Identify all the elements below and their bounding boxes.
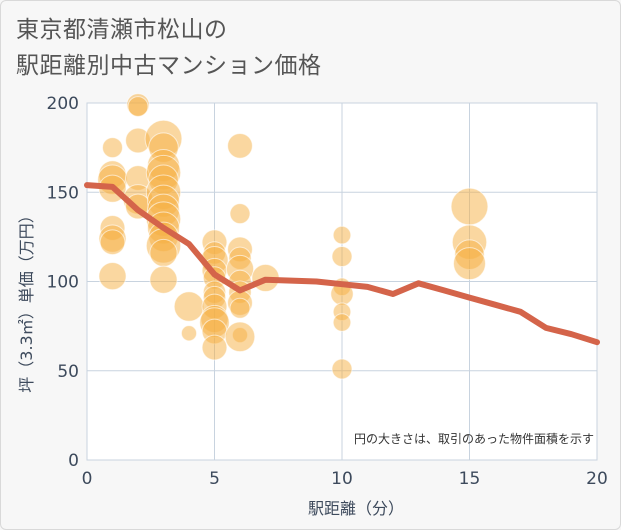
bubble-point	[227, 132, 253, 159]
bubble-point	[331, 246, 353, 268]
bubble-point	[98, 262, 127, 291]
bubble-point	[224, 321, 256, 353]
x-axis-ticks: 0 5 10 15 20	[82, 469, 608, 489]
bubble-point	[229, 203, 251, 225]
bubble-point	[180, 325, 198, 342]
bubble-point	[99, 229, 126, 256]
y-axis-title: 坪（3.3㎡）単価（万円）	[17, 207, 36, 392]
y-tick-label: 200	[47, 94, 79, 114]
x-axis-title: 駅距離（分）	[308, 499, 404, 518]
bubble-point	[127, 96, 149, 118]
bubble-point	[453, 247, 486, 281]
bubble-point	[331, 358, 353, 380]
chart-title: 東京都清瀬市松山の 駅距離別中古マンション価格	[16, 12, 322, 84]
bubble-point	[201, 334, 228, 361]
bubble-point	[332, 225, 352, 245]
y-tick-label: 100	[47, 273, 79, 293]
chart-title-line1: 東京都清瀬市松山の	[16, 17, 228, 43]
chart-title-line2: 駅距離別中古マンション価格	[16, 53, 322, 79]
bubble-point	[102, 137, 123, 159]
bubble-point	[149, 265, 178, 294]
y-axis-ticks: 0 50 100 150 200	[47, 94, 79, 471]
size-note: 円の大きさは、取引のあった物件面積を示す	[354, 431, 594, 446]
y-tick-label: 0	[68, 451, 79, 471]
x-tick-label: 0	[82, 469, 93, 489]
x-tick-label: 10	[331, 469, 353, 489]
grid-lines	[86, 102, 598, 461]
y-tick-label: 50	[57, 362, 79, 382]
y-tick-label: 150	[47, 183, 79, 203]
bubble-point	[332, 313, 352, 332]
bubble-series	[97, 93, 489, 380]
bubble-point	[149, 238, 178, 268]
x-tick-label: 5	[209, 469, 220, 489]
average-price-line	[84, 182, 600, 346]
bubble-point	[229, 297, 251, 319]
bubble-point	[173, 291, 205, 322]
x-tick-label: 15	[459, 469, 481, 489]
x-tick-label: 20	[586, 469, 608, 489]
plot-border	[86, 102, 598, 461]
bubble-point	[450, 187, 489, 226]
